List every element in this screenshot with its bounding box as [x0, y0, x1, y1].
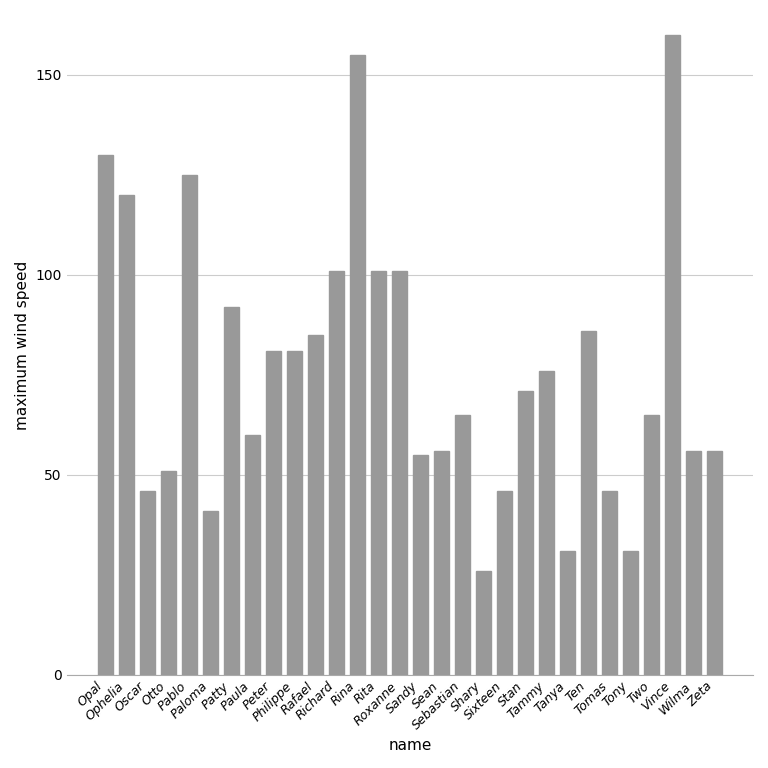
- Bar: [350, 55, 365, 675]
- Bar: [392, 271, 407, 675]
- Bar: [413, 455, 428, 675]
- Bar: [203, 511, 217, 675]
- Bar: [497, 491, 511, 675]
- Bar: [266, 351, 281, 675]
- Bar: [686, 451, 701, 675]
- Bar: [623, 551, 637, 675]
- Bar: [476, 571, 491, 675]
- Bar: [119, 195, 134, 675]
- Bar: [602, 491, 617, 675]
- Bar: [182, 175, 197, 675]
- Bar: [560, 551, 574, 675]
- Bar: [434, 451, 449, 675]
- Bar: [518, 391, 533, 675]
- Bar: [224, 307, 239, 675]
- Bar: [539, 371, 554, 675]
- X-axis label: name: name: [388, 738, 432, 753]
- Bar: [707, 451, 722, 675]
- Bar: [371, 271, 386, 675]
- Bar: [581, 331, 596, 675]
- Bar: [98, 155, 113, 675]
- Bar: [455, 415, 470, 675]
- Bar: [644, 415, 659, 675]
- Bar: [308, 335, 323, 675]
- Bar: [245, 435, 260, 675]
- Bar: [287, 351, 302, 675]
- Bar: [329, 271, 344, 675]
- Y-axis label: maximum wind speed: maximum wind speed: [15, 260, 30, 429]
- Bar: [140, 491, 154, 675]
- Bar: [665, 35, 680, 675]
- Bar: [161, 471, 176, 675]
